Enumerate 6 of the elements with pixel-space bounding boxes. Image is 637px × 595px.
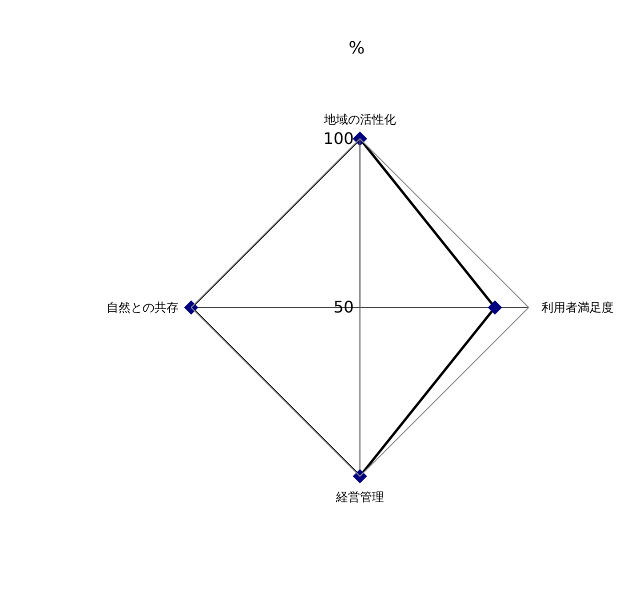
spoke-label: 自然との共存 [106,300,178,315]
spoke-label: 利用者満足度 [542,300,614,315]
chart-title: % [348,38,365,59]
spoke-label: 経営管理 [334,490,384,504]
y-tick-label: 100 [323,128,354,148]
spoke-label: 地域の活性化 [322,112,396,126]
